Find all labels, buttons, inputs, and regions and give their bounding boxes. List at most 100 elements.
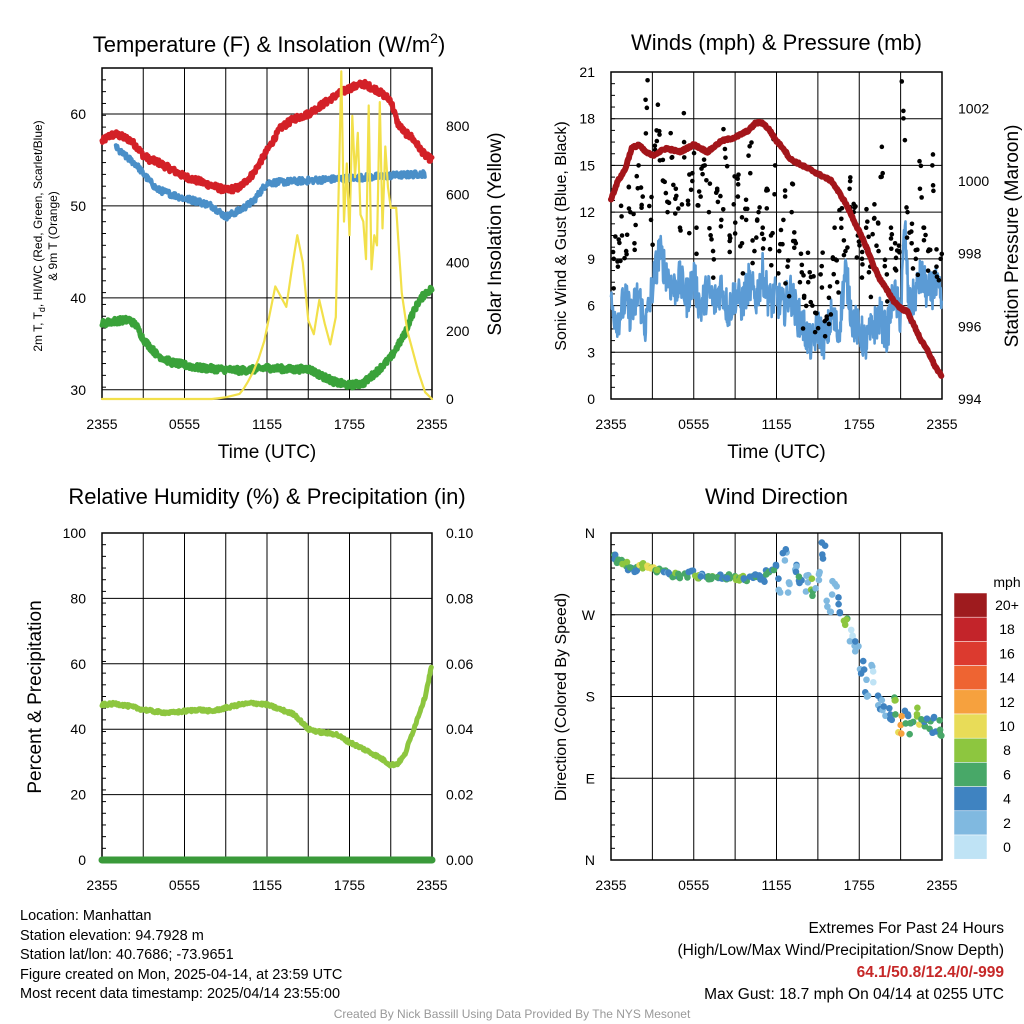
gust-point [904, 205, 909, 210]
direction-point [888, 716, 896, 724]
y-axis-label: Sonic Wind & Gust (Blue, Black) [553, 121, 570, 350]
direction-point [930, 714, 937, 722]
extremes-panel: Extremes For Past 24 Hours (High/Low/Max… [678, 918, 1005, 1006]
gust-point [610, 249, 616, 255]
gust-point [917, 186, 923, 192]
gust-point [645, 77, 650, 83]
gust-point [876, 248, 881, 254]
direction-point [770, 566, 778, 574]
gust-point [634, 173, 640, 179]
gust-point [909, 229, 914, 234]
series-humidity [99, 664, 434, 769]
gust-point [864, 206, 869, 212]
gust-point [834, 279, 840, 285]
gust-point [932, 269, 938, 275]
y-tick-label: 40 [70, 290, 86, 306]
gust-point [884, 272, 890, 277]
series-sonic-wind [609, 220, 944, 360]
gust-point [936, 277, 942, 283]
y2-axis-label: Solar Insolation (Yellow) [485, 132, 506, 335]
y-tick-label: N [585, 852, 595, 868]
gust-point [722, 146, 728, 152]
gust-point [879, 144, 885, 150]
gust-point [888, 246, 894, 252]
gust-point [731, 202, 737, 207]
y-axis-label: Percent & Precipitation [25, 600, 46, 793]
gust-point [843, 248, 848, 254]
gust-point [701, 157, 707, 162]
legend-swatch [953, 713, 988, 739]
gust-point [710, 248, 716, 254]
plot-frame [101, 67, 433, 400]
gust-point [832, 225, 837, 231]
direction-point [821, 542, 829, 550]
gust-point [676, 206, 681, 211]
gust-point [738, 244, 743, 249]
direction-point [859, 657, 867, 665]
y-tick-label: 40 [70, 721, 86, 737]
y-tick-label: 21 [579, 64, 595, 80]
gust-point [791, 230, 797, 235]
gust-point [750, 260, 755, 266]
x-tick-label: 2355 [416, 877, 447, 893]
direction-point [775, 575, 782, 582]
y2-tick-label: 200 [446, 323, 470, 339]
series-wind_chill [113, 143, 427, 222]
gust-point [852, 205, 857, 211]
x-tick-label: 0555 [169, 416, 200, 432]
gust-point [759, 231, 765, 237]
gust-point [905, 209, 910, 215]
gust-point [934, 274, 940, 280]
gust-point [710, 275, 716, 280]
y2-tick-label: 400 [446, 255, 470, 271]
gust-point [694, 225, 699, 231]
gust-point [785, 264, 790, 269]
gust-point [747, 144, 752, 149]
gust-point [678, 228, 683, 233]
x-tick-label: 2355 [86, 416, 117, 432]
y-axis-label-rest: , HI/WC (Red, Green, Scarlet/Blue) [31, 120, 45, 307]
direction-point [898, 712, 906, 720]
gust-point [896, 243, 902, 248]
gust-point [660, 178, 666, 183]
gust-point [803, 303, 809, 309]
gust-point [910, 266, 916, 271]
direction-point [849, 632, 856, 640]
extremes-values: 64.1/50.8/12.4/0/-999 [856, 964, 1004, 981]
legend-swatch [953, 834, 988, 860]
gust-point [624, 232, 630, 238]
direction-point [761, 578, 768, 585]
gust-point [783, 281, 788, 286]
gust-point [893, 255, 899, 261]
legend-title: mph [993, 574, 1020, 590]
gust-point [899, 79, 905, 84]
gust-point [909, 221, 915, 227]
gust-point [785, 258, 791, 263]
gust-point [770, 230, 775, 236]
gust-point [671, 182, 676, 188]
y-tick-label: E [586, 770, 595, 786]
direction-point [613, 559, 621, 567]
gust-point [866, 269, 872, 275]
y2-tick-label: 1002 [958, 100, 989, 116]
y2-tick-label: 600 [446, 186, 470, 202]
direction-point [906, 719, 914, 727]
gust-point [747, 170, 753, 176]
gust-point [866, 234, 871, 240]
gust-point [923, 232, 928, 238]
gust-point [744, 206, 750, 212]
gust-point [778, 227, 784, 233]
gust-point [760, 246, 766, 251]
x-tick-label: 2355 [926, 416, 957, 432]
gust-point [917, 158, 922, 164]
gust-point [915, 272, 921, 278]
direction-point [619, 560, 626, 568]
gust-point [681, 110, 687, 116]
direction-point [906, 730, 913, 738]
direction-point [793, 563, 800, 570]
y2-tick-label: 0.10 [446, 525, 473, 541]
gust-point [868, 294, 874, 300]
gust-point [786, 293, 792, 299]
gust-point [931, 188, 936, 194]
legend-label: 10 [999, 718, 1015, 734]
